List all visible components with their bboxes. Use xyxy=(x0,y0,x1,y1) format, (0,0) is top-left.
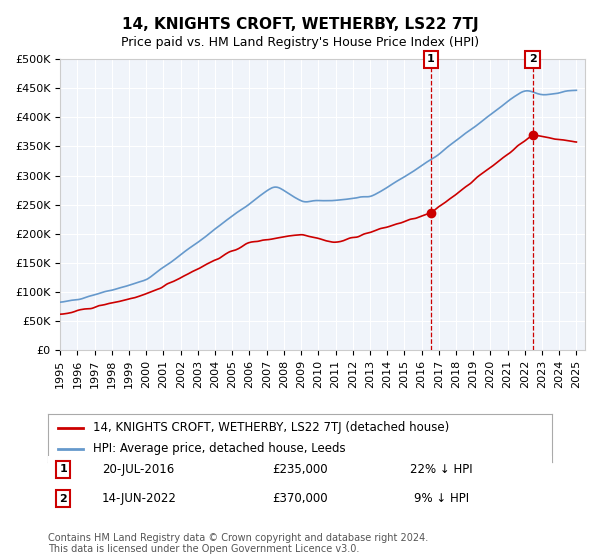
Text: 14, KNIGHTS CROFT, WETHERBY, LS22 7TJ: 14, KNIGHTS CROFT, WETHERBY, LS22 7TJ xyxy=(122,17,478,32)
Text: 20-JUL-2016: 20-JUL-2016 xyxy=(103,463,175,476)
Text: 9% ↓ HPI: 9% ↓ HPI xyxy=(413,492,469,505)
Text: 14, KNIGHTS CROFT, WETHERBY, LS22 7TJ (detached house): 14, KNIGHTS CROFT, WETHERBY, LS22 7TJ (d… xyxy=(94,421,449,434)
Text: 22% ↓ HPI: 22% ↓ HPI xyxy=(410,463,472,476)
Text: 2: 2 xyxy=(529,54,536,64)
Text: £235,000: £235,000 xyxy=(272,463,328,476)
Text: £370,000: £370,000 xyxy=(272,492,328,505)
Text: Contains HM Land Registry data © Crown copyright and database right 2024.
This d: Contains HM Land Registry data © Crown c… xyxy=(48,533,428,554)
Text: 1: 1 xyxy=(427,54,435,64)
Text: 14-JUN-2022: 14-JUN-2022 xyxy=(101,492,176,505)
Text: Price paid vs. HM Land Registry's House Price Index (HPI): Price paid vs. HM Land Registry's House … xyxy=(121,36,479,49)
Text: 1: 1 xyxy=(59,464,67,474)
Text: 2: 2 xyxy=(59,494,67,504)
Text: HPI: Average price, detached house, Leeds: HPI: Average price, detached house, Leed… xyxy=(94,442,346,455)
